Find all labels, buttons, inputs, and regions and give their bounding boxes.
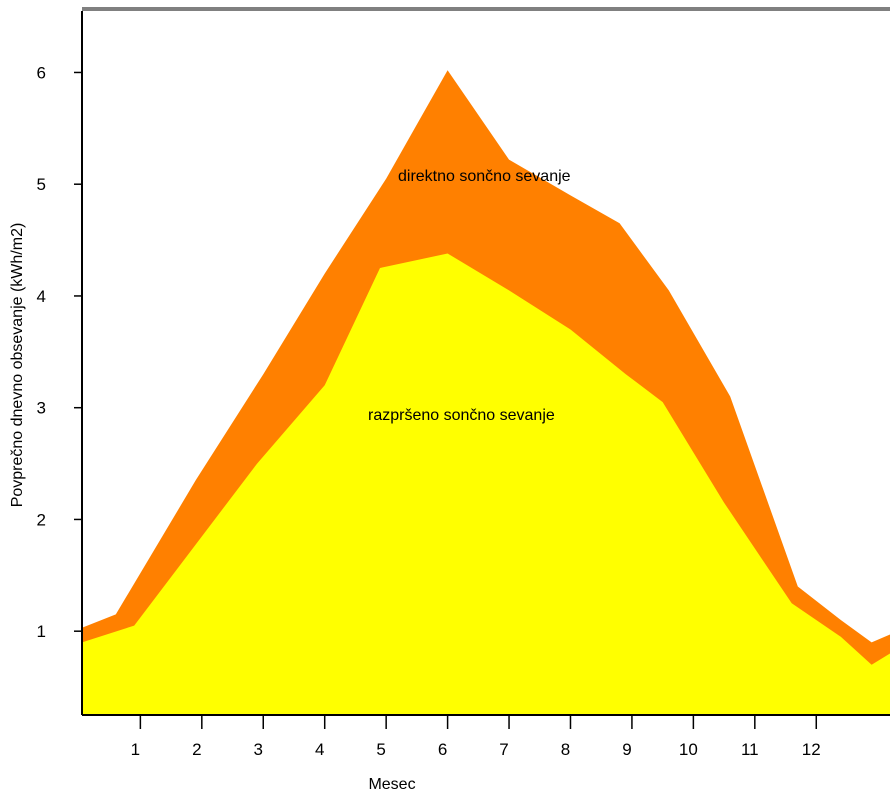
axes [74, 7, 890, 729]
diffuse-radiation-area [82, 253, 890, 715]
x-tick-label: 4 [315, 740, 324, 759]
x-tick-label: 1 [131, 740, 140, 759]
x-tick-label: 2 [192, 740, 201, 759]
direct-radiation-label: direktno sončno sevanje [398, 168, 571, 185]
x-tick-label: 9 [622, 740, 631, 759]
y-axis-title: Povprečno dnevno obsevanje (kWh/m2) [9, 223, 26, 508]
x-tick-label: 10 [679, 740, 698, 759]
y-tick-label: 1 [37, 622, 46, 641]
x-axis-title: Mesec [368, 776, 415, 793]
diffuse-radiation-label: razpršeno sončno sevanje [368, 407, 555, 424]
x-tick-label: 12 [802, 740, 821, 759]
x-tick-label: 6 [438, 740, 447, 759]
plot-area [82, 70, 890, 715]
x-tick-label: 5 [376, 740, 385, 759]
y-tick-label: 3 [37, 399, 46, 418]
x-tick-label: 11 [741, 740, 759, 759]
y-tick-label: 4 [37, 287, 46, 306]
x-tick-label: 7 [499, 740, 508, 759]
y-tick-label: 2 [37, 510, 46, 529]
y-tick-label: 6 [37, 63, 46, 82]
x-tick-label: 8 [561, 740, 570, 759]
x-tick-label: 3 [254, 740, 263, 759]
y-tick-label: 5 [37, 175, 46, 194]
labels: Mesec Povprečno dnevno obsevanje (kWh/m2… [9, 63, 821, 793]
